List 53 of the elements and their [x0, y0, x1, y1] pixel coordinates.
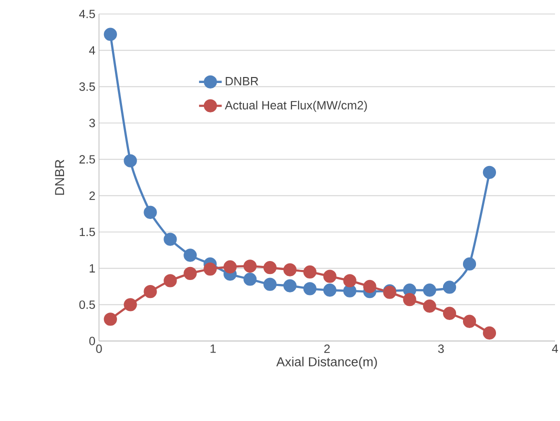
point	[164, 274, 177, 288]
point	[303, 282, 316, 296]
y-axis-title: DNBR	[55, 160, 64, 195]
y-tick-label: 0.5	[79, 300, 95, 309]
x-tick-label: 1	[210, 344, 216, 353]
x-tick-label: 2	[324, 344, 330, 353]
point	[204, 262, 217, 276]
y-tick-label: 0	[89, 336, 96, 346]
point	[263, 278, 277, 291]
y-tick-label: 1	[90, 264, 95, 272]
point	[243, 260, 257, 273]
y-tick-label: 1.5	[80, 228, 95, 236]
point	[283, 263, 297, 276]
x-axis-title: Axial Distance(m)	[276, 356, 377, 369]
y-tick-label: 3	[89, 118, 95, 128]
point	[164, 232, 177, 246]
point	[144, 206, 157, 219]
point	[303, 265, 316, 279]
point	[124, 298, 137, 312]
point	[323, 284, 336, 297]
legend-label: Actual Heat Flux(MW/cm2)	[224, 100, 367, 112]
point	[243, 272, 257, 286]
point	[144, 285, 157, 298]
point	[462, 314, 476, 328]
x-tick-label: 3	[438, 344, 444, 353]
point	[462, 257, 476, 271]
point	[124, 154, 137, 168]
point	[224, 260, 237, 274]
point	[482, 326, 496, 340]
point	[343, 284, 356, 298]
point	[423, 300, 436, 313]
y-tick-label: 2	[89, 191, 95, 200]
y-tick-label: 4	[89, 46, 96, 54]
point	[104, 312, 117, 326]
point	[442, 280, 456, 294]
point	[482, 166, 496, 179]
point	[263, 261, 277, 274]
x-tick-label: 4	[552, 344, 558, 353]
point	[184, 266, 197, 280]
point	[343, 274, 356, 288]
point	[403, 293, 416, 306]
point	[323, 270, 336, 283]
x-tick-label: 0	[96, 344, 102, 353]
y-tick-label: 4.5	[79, 10, 95, 18]
y-tick-label: 3.5	[79, 82, 95, 91]
point	[283, 279, 297, 292]
y-tick-label: 2.5	[79, 155, 95, 164]
point	[104, 28, 117, 41]
point	[184, 248, 197, 262]
point	[363, 280, 376, 294]
point	[442, 306, 456, 320]
legend-label: DNBR	[226, 77, 258, 86]
point	[423, 284, 436, 297]
